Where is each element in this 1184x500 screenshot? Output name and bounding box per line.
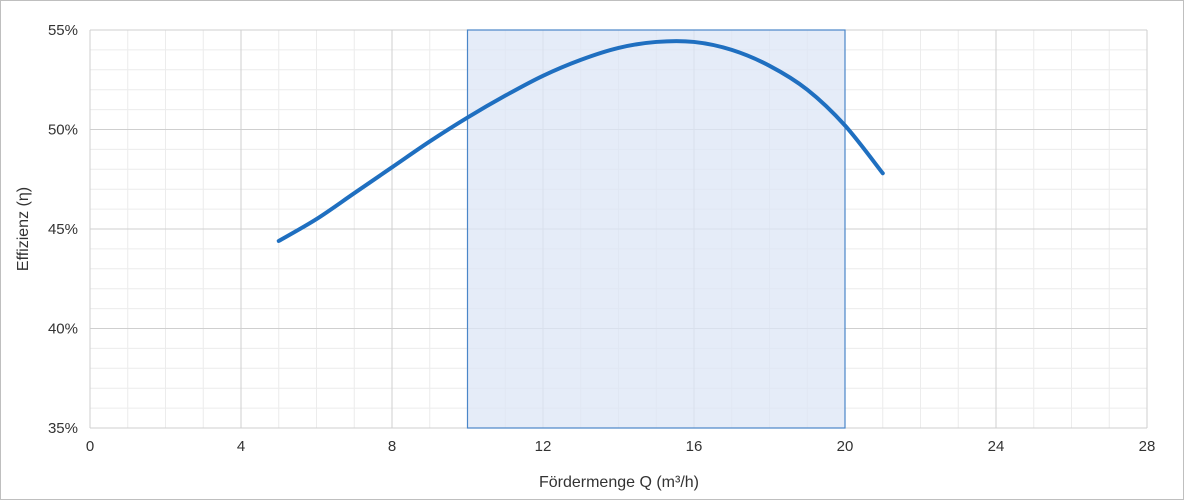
x-tick-label: 20: [837, 438, 854, 455]
y-tick-label: 50%: [48, 122, 78, 139]
x-axis-title: Fördermenge Q (m³/h): [539, 474, 699, 491]
y-tick-label: 35%: [48, 420, 78, 437]
x-tick-label: 12: [535, 438, 552, 455]
efficiency-curve: [276, 39, 885, 243]
y-tick-label: 45%: [48, 221, 78, 238]
x-tick-label: 24: [988, 438, 1005, 455]
x-tick-label: 16: [686, 438, 703, 455]
x-tick-label: 28: [1139, 438, 1156, 455]
tick-layer: 0 4 8 12 16 20 24 28 35% 40% 45% 50% 55%: [48, 22, 1155, 455]
operating-range-box: [466, 29, 846, 429]
series-layer: [276, 39, 885, 243]
x-tick-label: 8: [388, 438, 396, 455]
y-axis-title: Effizienz (η): [15, 187, 32, 271]
y-tick-label: 55%: [48, 22, 78, 39]
highlight-layer: [466, 29, 846, 429]
y-tick-label: 40%: [48, 321, 78, 338]
x-tick-label: 0: [86, 438, 94, 455]
x-tick-label: 4: [237, 438, 245, 455]
